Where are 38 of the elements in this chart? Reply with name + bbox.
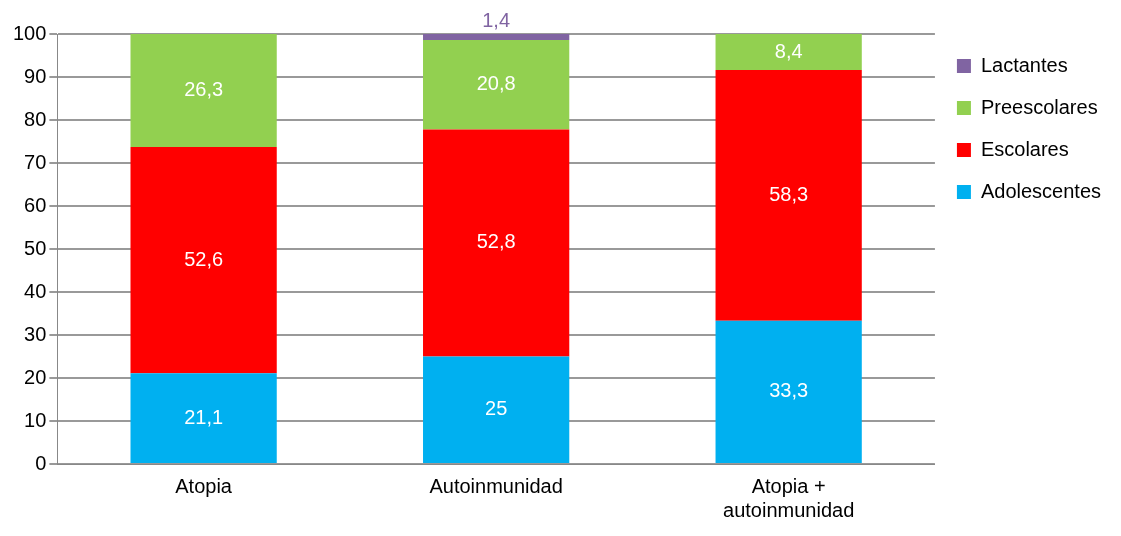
y-tick-label: 40 (24, 279, 47, 302)
legend-label: Escolares (980, 137, 1069, 160)
y-tick-label: 90 (24, 64, 47, 87)
y-tick-label: 50 (24, 236, 47, 259)
bar (130, 147, 277, 374)
data-label: 33,3 (769, 379, 809, 402)
y-tick-label: 100 (12, 21, 47, 44)
y-tick-label: 0 (35, 451, 47, 474)
bar (130, 34, 277, 148)
data-label: 21,1 (184, 405, 224, 428)
data-label: 52,6 (184, 247, 224, 270)
y-tick-label: 60 (24, 193, 47, 216)
legend-label: Lactantes (980, 53, 1068, 76)
data-label: 26,3 (184, 78, 224, 101)
data-label: 8,4 (774, 39, 803, 62)
data-label: 20,8 (476, 72, 516, 95)
data-label: 52,8 (476, 230, 516, 253)
x-tick-label: Autoinmunidad (429, 474, 563, 497)
bar (423, 40, 570, 130)
data-label: 1,4 (482, 8, 511, 31)
y-tick-label: 80 (24, 107, 47, 130)
y-tick-label: 70 (24, 150, 47, 173)
bar (423, 34, 570, 41)
bar (423, 129, 570, 357)
bar (423, 356, 570, 463)
legend-label: Preescolares (980, 95, 1098, 118)
legend-label: Adolescentes (980, 179, 1101, 202)
data-label: 25 (485, 397, 508, 420)
bar (715, 34, 862, 71)
bar (715, 320, 862, 463)
x-tick-label: Atopia + autoinmunidad (723, 474, 855, 521)
y-tick-label: 30 (24, 322, 47, 345)
bar (130, 373, 277, 463)
y-tick-label: 20 (24, 365, 47, 388)
x-tick-label: Atopia (175, 474, 233, 497)
y-tick-label: 10 (24, 408, 47, 431)
data-label: 58,3 (769, 182, 809, 205)
bar (715, 70, 862, 321)
